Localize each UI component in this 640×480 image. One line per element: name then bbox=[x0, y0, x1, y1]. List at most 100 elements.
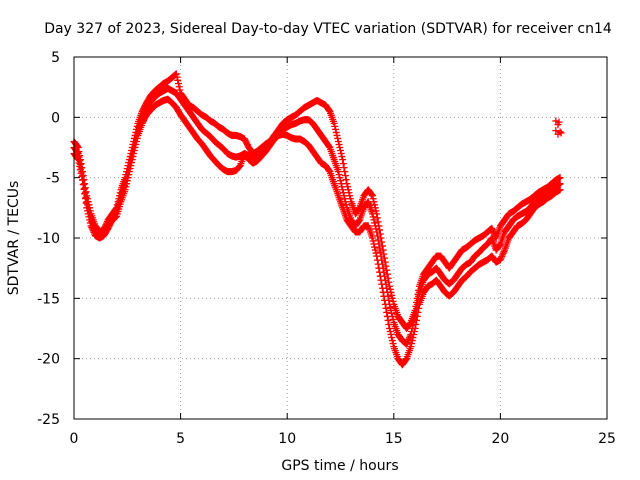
data-point bbox=[175, 83, 183, 91]
data-point bbox=[333, 131, 341, 139]
data-point bbox=[335, 171, 343, 179]
chart-title: Day 327 of 2023, Sidereal Day-to-day VTE… bbox=[44, 21, 612, 37]
data-point bbox=[89, 227, 97, 235]
data-point bbox=[325, 106, 333, 114]
data-point bbox=[369, 237, 377, 245]
data-point bbox=[372, 225, 380, 233]
data-point bbox=[370, 216, 378, 224]
data-point bbox=[332, 125, 340, 133]
data-point bbox=[382, 304, 390, 312]
data-point bbox=[496, 256, 504, 264]
data-point bbox=[174, 80, 182, 88]
data-point bbox=[388, 337, 396, 345]
data-point bbox=[408, 340, 416, 348]
data-point bbox=[388, 291, 396, 299]
data-point bbox=[389, 340, 397, 348]
data-point bbox=[132, 140, 140, 148]
data-point bbox=[90, 228, 98, 236]
outlier-point bbox=[552, 127, 560, 135]
data-point bbox=[410, 328, 418, 336]
data-point bbox=[372, 207, 380, 215]
data-point bbox=[371, 219, 379, 227]
data-point bbox=[378, 284, 386, 292]
data-point bbox=[88, 224, 96, 232]
data-point bbox=[85, 213, 93, 221]
data-point bbox=[339, 189, 347, 197]
data-point bbox=[415, 304, 423, 312]
data-point bbox=[331, 122, 339, 130]
data-point bbox=[79, 176, 87, 184]
data-point bbox=[413, 312, 421, 320]
data-point bbox=[409, 334, 417, 342]
data-point bbox=[126, 165, 134, 173]
y-tick-label: -15 bbox=[37, 291, 60, 307]
outlier-point bbox=[554, 130, 562, 138]
data-point bbox=[405, 335, 413, 343]
data-point bbox=[489, 226, 497, 234]
data-point bbox=[123, 177, 131, 185]
data-point bbox=[341, 195, 349, 203]
data-point bbox=[124, 174, 132, 182]
data-point bbox=[386, 303, 394, 311]
axis-ticks bbox=[73, 56, 608, 420]
data-point bbox=[388, 309, 396, 317]
data-point bbox=[87, 222, 95, 230]
data-point bbox=[402, 356, 410, 364]
data-point bbox=[381, 300, 389, 308]
y-tick-label: -20 bbox=[37, 352, 60, 368]
data-point bbox=[334, 137, 342, 145]
data-point bbox=[368, 192, 376, 200]
data-point bbox=[380, 292, 388, 300]
data-point bbox=[556, 174, 564, 182]
data-point bbox=[74, 155, 82, 163]
data-point bbox=[373, 214, 381, 222]
data-point bbox=[336, 174, 344, 182]
x-tick-labels: 0 5 10 15 20 25 bbox=[70, 431, 616, 447]
data-point bbox=[499, 249, 507, 257]
data-point bbox=[368, 191, 376, 199]
data-point bbox=[500, 248, 508, 256]
data-point bbox=[77, 169, 85, 177]
data-point bbox=[389, 297, 397, 305]
data-point bbox=[341, 168, 349, 176]
data-point bbox=[172, 70, 180, 78]
data-point bbox=[342, 176, 350, 184]
data-point bbox=[173, 73, 181, 81]
data-point bbox=[330, 119, 338, 127]
data-point bbox=[411, 325, 419, 332]
data-point bbox=[325, 167, 333, 175]
data-point bbox=[376, 244, 384, 252]
data-point bbox=[374, 218, 382, 226]
data-point bbox=[337, 177, 344, 185]
data-point bbox=[377, 276, 385, 284]
data-point bbox=[373, 256, 381, 264]
data-point bbox=[133, 134, 141, 142]
data-point bbox=[338, 153, 346, 161]
data-point bbox=[83, 204, 91, 212]
y-axis-label: SDTVAR / TECUs bbox=[6, 181, 22, 296]
data-point bbox=[386, 328, 394, 336]
data-points bbox=[70, 70, 565, 369]
grid bbox=[74, 57, 607, 419]
data-point bbox=[379, 288, 387, 296]
data-point bbox=[174, 76, 182, 84]
data-point bbox=[121, 186, 129, 194]
data-point bbox=[337, 180, 345, 188]
data-point bbox=[373, 252, 381, 260]
data-point bbox=[498, 253, 506, 261]
data-point bbox=[371, 246, 379, 254]
data-point bbox=[76, 166, 84, 174]
y-tick-label: -5 bbox=[46, 171, 60, 187]
data-point bbox=[130, 150, 138, 158]
data-point bbox=[384, 316, 392, 324]
data-point bbox=[122, 183, 130, 191]
x-axis-label: GPS time / hours bbox=[281, 458, 398, 474]
data-point bbox=[413, 316, 421, 324]
data-point bbox=[83, 198, 91, 206]
data-point bbox=[82, 199, 90, 207]
data-point bbox=[387, 331, 395, 339]
y-tick-label: -25 bbox=[37, 412, 60, 428]
data-point bbox=[86, 216, 94, 224]
data-point bbox=[412, 320, 420, 328]
